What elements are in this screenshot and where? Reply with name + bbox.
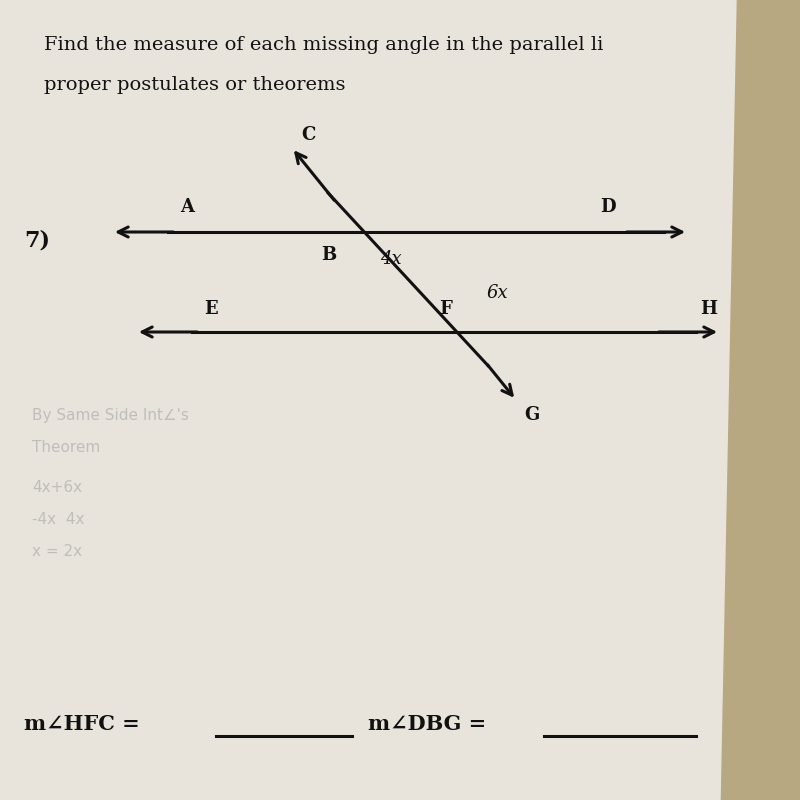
Text: B: B bbox=[321, 246, 336, 264]
Text: 7): 7) bbox=[24, 229, 50, 251]
Text: H: H bbox=[700, 300, 717, 318]
Text: By Same Side Int∠'s: By Same Side Int∠'s bbox=[32, 408, 189, 423]
Text: Theorem: Theorem bbox=[32, 440, 100, 455]
Text: E: E bbox=[204, 300, 218, 318]
Text: Find the measure of each missing angle in the parallel li: Find the measure of each missing angle i… bbox=[44, 36, 603, 54]
Text: proper postulates or theorems: proper postulates or theorems bbox=[44, 76, 346, 94]
Text: x = 2x: x = 2x bbox=[32, 544, 82, 559]
Text: 4x+6x: 4x+6x bbox=[32, 480, 82, 495]
Text: A: A bbox=[180, 198, 194, 216]
Text: -4x  4x: -4x 4x bbox=[32, 512, 85, 527]
Polygon shape bbox=[0, 0, 736, 800]
Text: D: D bbox=[600, 198, 616, 216]
Text: G: G bbox=[524, 406, 539, 424]
Text: C: C bbox=[302, 126, 316, 144]
Text: F: F bbox=[439, 300, 452, 318]
Text: m∠HFC =: m∠HFC = bbox=[24, 714, 140, 734]
Text: 6x: 6x bbox=[486, 284, 508, 302]
Text: 4x: 4x bbox=[380, 250, 402, 267]
Text: m∠DBG =: m∠DBG = bbox=[368, 714, 486, 734]
